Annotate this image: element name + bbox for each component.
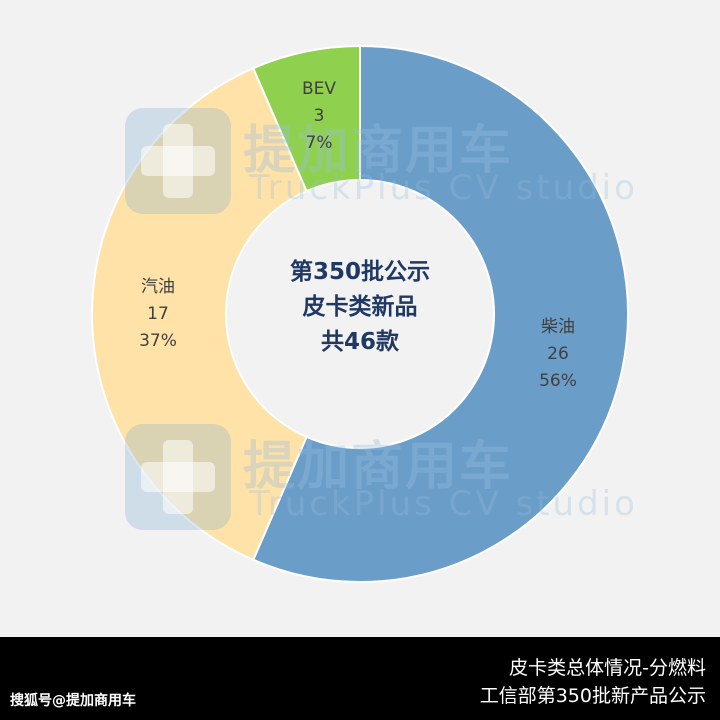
footer-bar: 皮卡类总体情况-分燃料 工信部第350批新产品公示 搜狐号@提加商用车 — [0, 637, 720, 720]
chart-area: 提加商用车 TruckPlus CV studio 提加商用车 TruckPlu… — [91, 44, 635, 583]
label-category: BEV — [301, 79, 337, 99]
label-value: 17 — [147, 304, 169, 324]
label-category: 汽油 — [141, 277, 175, 297]
data-label-diesel: 柴油 26 56% — [518, 314, 598, 395]
label-percent: 7% — [305, 133, 333, 153]
footer-subtitle: 工信部第350批新产品公示 — [479, 685, 706, 707]
label-percent: 56% — [539, 371, 577, 391]
footer-source: 搜狐号@提加商用车 — [10, 693, 136, 709]
label-value: 26 — [547, 344, 569, 364]
label-category: 柴油 — [541, 317, 575, 337]
donut-slice-diesel — [251, 44, 629, 583]
label-percent: 37% — [139, 331, 177, 351]
center-line-2: 皮卡类新品 — [302, 294, 418, 320]
donut-slice-gasoline — [91, 66, 308, 562]
center-line-3: 共46款 — [320, 329, 399, 355]
center-line-1: 第350批公示 — [289, 259, 430, 285]
label-value: 3 — [313, 106, 325, 126]
footer-title: 皮卡类总体情况-分燃料 — [509, 657, 706, 679]
data-label-bev: BEV 3 7% — [279, 76, 359, 157]
donut-chart — [91, 44, 629, 583]
donut-center-label: 第350批公示 皮卡类新品 共46款 — [230, 255, 490, 360]
donut-slice-bev — [251, 44, 361, 193]
data-label-gasoline: 汽油 17 37% — [118, 274, 198, 355]
